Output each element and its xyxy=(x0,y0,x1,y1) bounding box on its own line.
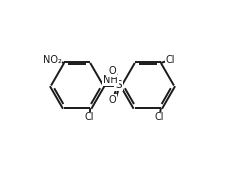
Text: Cl: Cl xyxy=(165,55,175,65)
Text: O: O xyxy=(108,66,116,76)
Text: NO₂: NO₂ xyxy=(43,55,61,65)
Text: Cl: Cl xyxy=(85,112,94,122)
Text: Cl: Cl xyxy=(154,112,164,122)
Text: NH: NH xyxy=(103,75,118,86)
Text: O: O xyxy=(108,95,116,105)
Text: S: S xyxy=(115,81,122,90)
